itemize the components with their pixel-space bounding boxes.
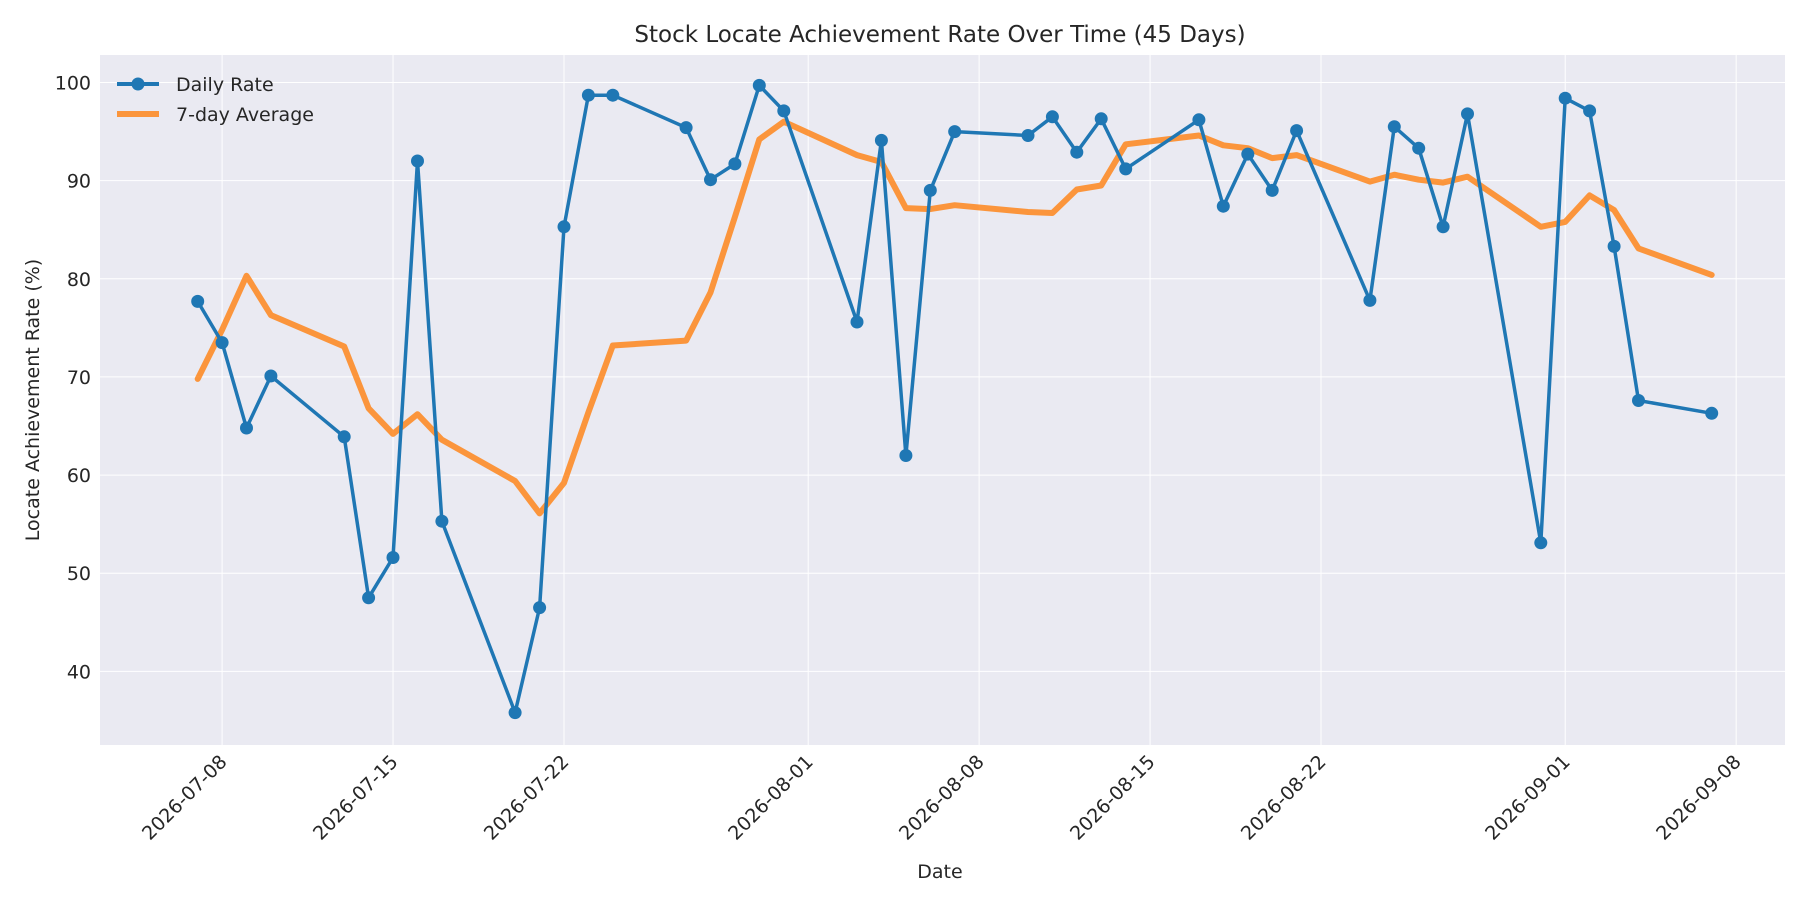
data-point — [1558, 91, 1572, 105]
x-tick-label: 2026-07-15 — [309, 751, 403, 845]
data-point — [508, 706, 522, 720]
data-point — [533, 601, 547, 615]
x-tick-label: 2026-09-01 — [1481, 751, 1575, 845]
data-point — [1363, 293, 1377, 307]
data-point — [1241, 147, 1255, 161]
data-point — [1461, 107, 1474, 121]
y-tick-label: 100 — [55, 72, 91, 94]
data-point — [557, 220, 571, 234]
data-point — [1045, 110, 1059, 124]
data-point — [1534, 536, 1548, 550]
grid-lines — [100, 55, 1785, 745]
data-point — [728, 157, 742, 171]
x-axis-ticks: 2026-07-08 2026-07-15 2026-07-22 2026-08-01… — [138, 751, 1746, 845]
data-point — [923, 183, 937, 197]
data-point — [1070, 145, 1084, 159]
legend-marker-daily-rate — [131, 77, 145, 91]
data-point — [1021, 129, 1035, 142]
data-point — [850, 315, 864, 329]
data-point — [435, 514, 449, 528]
x-axis-label: Date — [917, 861, 962, 883]
data-point — [1607, 239, 1621, 253]
data-point — [1216, 199, 1230, 213]
data-point — [581, 88, 595, 102]
data-point — [1119, 162, 1133, 176]
data-point — [1436, 220, 1450, 234]
data-point — [948, 125, 962, 139]
y-tick-label: 80 — [67, 269, 91, 291]
series-layer — [191, 78, 1719, 720]
data-point — [1094, 112, 1108, 126]
x-tick-label: 2026-09-08 — [1652, 751, 1746, 845]
data-point — [1387, 120, 1401, 134]
x-tick-label: 2026-08-08 — [895, 751, 989, 845]
data-point — [1583, 104, 1597, 118]
data-point — [215, 336, 229, 350]
y-axis-ticks: 40 50 60 70 80 90 100 — [55, 72, 91, 683]
data-point — [874, 133, 888, 147]
y-tick-label: 60 — [67, 465, 91, 487]
y-tick-label: 40 — [67, 661, 91, 683]
data-point — [1412, 141, 1426, 155]
data-point — [191, 294, 205, 308]
y-axis-label: Locate Achievement Rate (%) — [22, 259, 44, 541]
data-point — [679, 121, 693, 135]
x-tick-label: 2026-08-01 — [724, 751, 818, 845]
x-tick-label: 2026-08-22 — [1237, 751, 1331, 845]
y-tick-label: 70 — [67, 367, 91, 389]
data-point — [362, 591, 376, 605]
data-point — [899, 449, 913, 462]
data-point — [1705, 406, 1719, 420]
x-tick-label: 2026-07-08 — [138, 751, 232, 845]
data-point — [264, 369, 278, 383]
plot-area — [100, 55, 1785, 745]
data-point — [1632, 394, 1645, 407]
legend-label-7-day-average: 7-day Average — [176, 104, 314, 126]
y-tick-label: 50 — [67, 563, 91, 585]
x-tick-label: 2026-08-15 — [1066, 751, 1160, 845]
legend: Daily Rate 7-day Average — [117, 74, 314, 126]
data-point — [1265, 183, 1279, 197]
x-tick-label: 2026-07-22 — [480, 751, 574, 845]
data-point — [411, 154, 424, 168]
data-point — [752, 78, 766, 92]
data-point — [386, 551, 400, 564]
chart-title: Stock Locate Achievement Rate Over Time … — [634, 22, 1245, 48]
data-point — [1192, 113, 1206, 127]
legend-label-daily-rate: Daily Rate — [176, 74, 274, 96]
y-tick-label: 90 — [67, 171, 91, 193]
data-point — [240, 421, 253, 435]
data-point — [704, 173, 717, 187]
data-point — [1290, 124, 1304, 138]
data-point — [337, 430, 351, 444]
data-point — [777, 104, 791, 118]
data-point — [606, 88, 620, 102]
